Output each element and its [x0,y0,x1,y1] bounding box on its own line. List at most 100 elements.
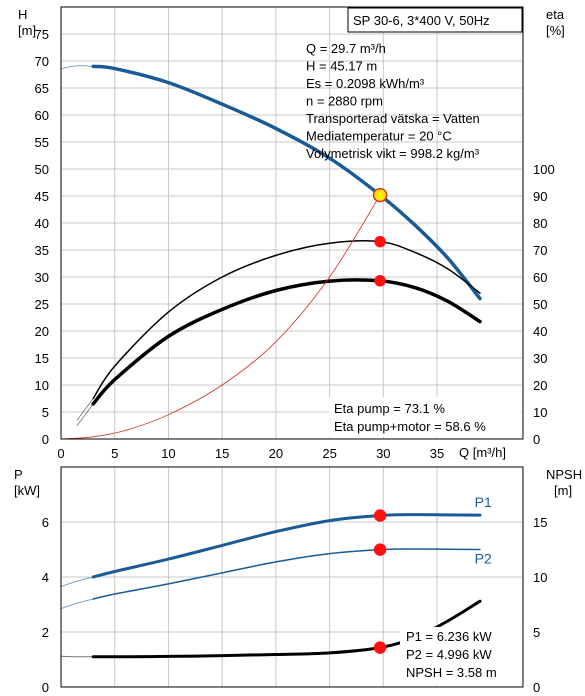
bottom-plot-frame [60,466,524,688]
y-left-tick-label: 4 [42,570,49,585]
y-right-tick-label: 10 [533,405,547,420]
y-left-tick-label: 6 [42,515,49,530]
series-line-0-0 [91,64,482,301]
x-tick-label: 5 [111,446,118,461]
top-panel-markers [372,187,388,287]
operating-values-info: P1 = 6.236 kW P2 = 4.996 kW NPSH = 3.58 m [400,627,521,685]
values-box [400,627,521,685]
series-line-0-5 [76,403,94,426]
efficiency-box [329,397,521,437]
y-left-tick-label: 10 [35,378,49,393]
x-tick-label: 0 [57,446,64,461]
y-right-tick-label: 60 [533,270,547,285]
info-line: Volymetrisk vikt = 998.2 kg/m³ [306,146,480,161]
info-line: Mediatemperatur = 20 °C [306,129,452,144]
x-tick-label: 15 [215,446,229,461]
series-line-1-0 [91,513,482,579]
chart-title: SP 30-6, 3*400 V, 50Hz [353,13,490,28]
operating-point-marker [374,235,386,248]
x-tick-label: 10 [161,446,175,461]
info-line: Es = 0.2098 kWh/m³ [306,76,425,91]
y-left-tick-label: 40 [35,216,49,231]
y-right-tick-label: 10 [533,570,547,585]
y-left-tick-label: 55 [35,135,49,150]
efficiency-line: Eta pump = 73.1 % [334,401,445,416]
info-line: Transporterad vätska = Vatten [306,111,480,126]
series-line-1-5 [60,655,94,658]
series-label: P1 [475,494,492,510]
bottom-panel-markers [373,509,387,654]
top-panel-ticks: 0 5 10 15 20 25 30 35 0 5 10 15 20 25 30 35 40 45 50 55 60 65… [35,27,555,461]
y-left-tick-label: 35 [35,243,49,258]
y-left-tick-label: 50 [35,162,49,177]
series-label: P2 [475,550,492,566]
series-line-0-4 [76,398,94,421]
operating-point-marker [373,543,387,556]
x-tick-label: 25 [322,446,336,461]
y-right-tick-label: 0 [533,680,540,695]
y-left-title: H [18,7,27,22]
y-right-tick-label: 90 [533,189,547,204]
operating-point-info: Q = 29.7 m³/h H = 45.17 m Es = 0.2098 kWh/… [306,41,480,161]
x-axis-title: Q [m³/h] [459,445,506,460]
y-left-tick-label: 45 [35,189,49,204]
operating-point-marker [372,187,388,203]
series-line-0-2 [92,240,481,400]
efficiency-line: Eta pump+motor = 58.6 % [334,419,486,434]
y-right-tick-label: 50 [533,297,547,312]
value-line: P2 = 4.996 kW [406,647,492,662]
y-left-tick-label: 5 [42,405,49,420]
y-right-tick-label: 100 [533,162,555,177]
info-line: Q = 29.7 m³/h [306,41,386,56]
top-plot-frame [60,6,524,440]
series-line-0-1 [60,65,94,70]
y-right-tick-label: 20 [533,378,547,393]
series-line-1-1 [60,576,94,588]
y-right-tick-label: 30 [533,351,547,366]
series-line-1-2 [92,548,481,600]
npsh-axis-title: NPSH [546,467,582,482]
y-right-title: eta [546,7,565,22]
x-tick-label: 35 [430,446,444,461]
series-line-0-6 [60,194,381,440]
efficiency-info: Eta pump = 73.1 % Eta pump+motor = 58.6 % [329,397,521,437]
x-tick-label: 30 [376,446,390,461]
y-left-unit: [m] [18,23,36,38]
y-right-tick-label: 70 [533,243,547,258]
y-left-tick-label: 75 [35,27,49,42]
y-left-tick-label: 60 [35,108,49,123]
bottom-panel-grid [61,467,523,687]
y-right-tick-label: 15 [533,515,547,530]
npsh-axis-unit: [m] [554,483,572,498]
operating-point-marker [374,275,386,287]
y-left-tick-label: 0 [42,680,49,695]
info-line: n = 2880 rpm [306,94,383,109]
y-right-tick-label: 5 [533,625,540,640]
value-line: NPSH = 3.58 m [406,665,497,680]
y-right-tick-label: 40 [533,324,547,339]
top-panel-series [60,64,482,440]
y-right-tick-label: 0 [533,432,540,447]
y-left-tick-label: 70 [35,54,49,69]
y-left-tick-label: 30 [35,270,49,285]
operating-point-marker [373,641,387,654]
title-box [347,7,523,33]
y-left-tick-label: 65 [35,81,49,96]
value-line: P1 = 6.236 kW [406,629,492,644]
p-axis-title: P [14,467,23,482]
series-line-0-3 [91,278,482,406]
y-left-tick-label: 15 [35,351,49,366]
y-left-tick-label: 20 [35,324,49,339]
operating-point-marker [373,509,387,522]
p-axis-unit: [kW] [14,483,40,498]
y-right-tick-label: 80 [533,216,547,231]
y-left-tick-label: 25 [35,297,49,312]
bottom-panel-ticks: 0 2 4 6 0 5 10 15 [42,515,548,695]
info-line: H = 45.17 m [306,59,377,74]
y-left-tick-label: 2 [42,625,49,640]
x-tick-label: 20 [269,446,283,461]
y-right-unit: [%] [546,23,565,38]
series-line-1-3 [60,598,94,610]
y-left-tick-label: 0 [42,432,49,447]
